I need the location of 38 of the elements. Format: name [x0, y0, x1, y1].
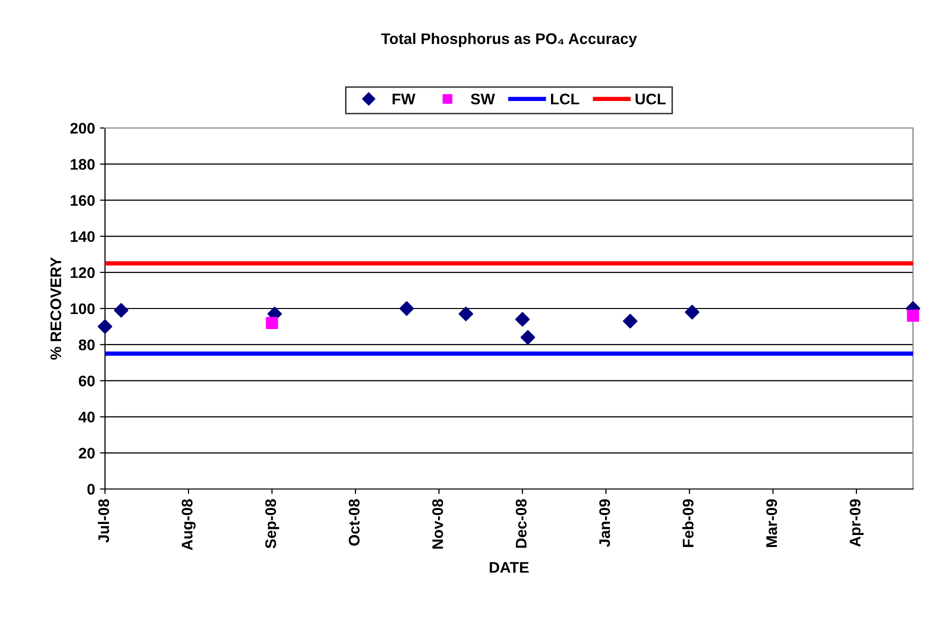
x-tick-label: Sep-08: [265, 499, 280, 548]
y-tick-label: 200: [70, 122, 95, 134]
y-axis-title: % RECOVERY: [50, 257, 62, 360]
y-tick-label: 160: [70, 195, 95, 206]
y-tick-label: 140: [70, 231, 95, 242]
point: [266, 316, 278, 330]
legend-label: FW: [392, 94, 416, 104]
point: [684, 304, 700, 320]
x-tick-label: Dec-08: [516, 499, 527, 548]
y-tick-label: 80: [78, 339, 95, 350]
point: [520, 330, 536, 345]
x-tick-label: Oct-08: [348, 499, 360, 546]
point: [458, 306, 474, 322]
point: [515, 312, 530, 327]
y-tick-label: 0: [87, 484, 95, 495]
point: [622, 314, 638, 328]
legend-label: UCL: [636, 94, 666, 104]
point: [399, 301, 414, 316]
y-tick-label: 20: [78, 448, 95, 459]
y-tick-label: 180: [70, 158, 95, 170]
y-tick-label: 60: [78, 376, 95, 386]
point: [906, 310, 920, 322]
x-tick-label: Mar-09: [766, 499, 778, 547]
x-tick-label: Jan-09: [599, 499, 610, 547]
y-tick-label: 100: [70, 303, 95, 314]
legend-label: SW: [470, 94, 495, 104]
legend-label: LCL: [551, 94, 580, 104]
chart-title: Total Phosphorus as PO₄ Accuracy: [381, 32, 637, 48]
x-tick-label: Apr-09: [850, 499, 864, 547]
x-axis-title: DATE: [490, 562, 529, 573]
x-tick-label: Feb-09: [682, 499, 694, 547]
point: [114, 303, 128, 318]
y-tick-label: 120: [70, 267, 95, 278]
y-tick-label: 40: [78, 412, 95, 422]
point: [98, 319, 112, 334]
x-tick-label: Aug-08: [182, 499, 196, 550]
x-tick-label: Nov-08: [432, 499, 444, 549]
x-tick-label: Jul-08: [98, 499, 110, 543]
